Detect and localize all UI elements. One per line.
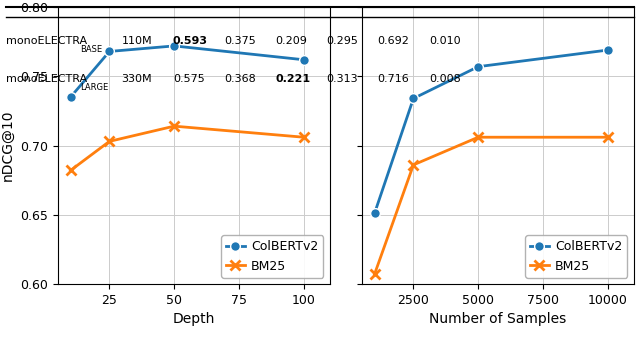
ColBERTv2 bbox=[371, 211, 378, 215]
BM25 bbox=[170, 124, 178, 128]
BM25 bbox=[371, 272, 378, 276]
ColBERTv2 bbox=[170, 44, 178, 48]
Text: LARGE: LARGE bbox=[80, 83, 108, 92]
BM25 bbox=[106, 139, 113, 143]
Text: 0.575: 0.575 bbox=[173, 74, 205, 84]
Text: 0.010: 0.010 bbox=[429, 36, 460, 46]
Legend: ColBERTv2, BM25: ColBERTv2, BM25 bbox=[221, 235, 323, 278]
BM25 bbox=[604, 135, 612, 139]
Text: 0.209: 0.209 bbox=[275, 36, 307, 46]
X-axis label: Depth: Depth bbox=[172, 312, 215, 326]
Line: ColBERTv2: ColBERTv2 bbox=[66, 41, 308, 102]
Text: monoELECTRA: monoELECTRA bbox=[6, 36, 88, 46]
Legend: ColBERTv2, BM25: ColBERTv2, BM25 bbox=[525, 235, 627, 278]
ColBERTv2 bbox=[410, 96, 417, 101]
Text: 0.716: 0.716 bbox=[378, 74, 410, 84]
BM25 bbox=[474, 135, 482, 139]
Line: ColBERTv2: ColBERTv2 bbox=[370, 45, 612, 218]
BM25 bbox=[300, 135, 308, 139]
Text: BASE: BASE bbox=[80, 45, 102, 54]
ColBERTv2 bbox=[67, 95, 74, 99]
Text: 0.375: 0.375 bbox=[224, 36, 256, 46]
Text: 0.313: 0.313 bbox=[326, 74, 358, 84]
Text: 330M: 330M bbox=[122, 74, 152, 84]
Text: 0.368: 0.368 bbox=[224, 74, 256, 84]
Text: 0.008: 0.008 bbox=[429, 74, 461, 84]
X-axis label: Number of Samples: Number of Samples bbox=[429, 312, 566, 326]
ColBERTv2 bbox=[106, 49, 113, 53]
ColBERTv2 bbox=[300, 58, 308, 62]
ColBERTv2 bbox=[474, 65, 482, 69]
Line: BM25: BM25 bbox=[370, 132, 612, 279]
Text: 0.593: 0.593 bbox=[173, 36, 208, 46]
Text: monoELECTRA: monoELECTRA bbox=[6, 74, 88, 84]
Text: 0.221: 0.221 bbox=[275, 74, 310, 84]
BM25 bbox=[410, 163, 417, 167]
ColBERTv2 bbox=[604, 48, 612, 52]
Text: 110M: 110M bbox=[122, 36, 152, 46]
Text: 0.692: 0.692 bbox=[378, 36, 410, 46]
Line: BM25: BM25 bbox=[66, 121, 308, 175]
Y-axis label: nDCG@10: nDCG@10 bbox=[1, 110, 14, 181]
Text: 0.295: 0.295 bbox=[326, 36, 358, 46]
BM25 bbox=[67, 168, 74, 172]
